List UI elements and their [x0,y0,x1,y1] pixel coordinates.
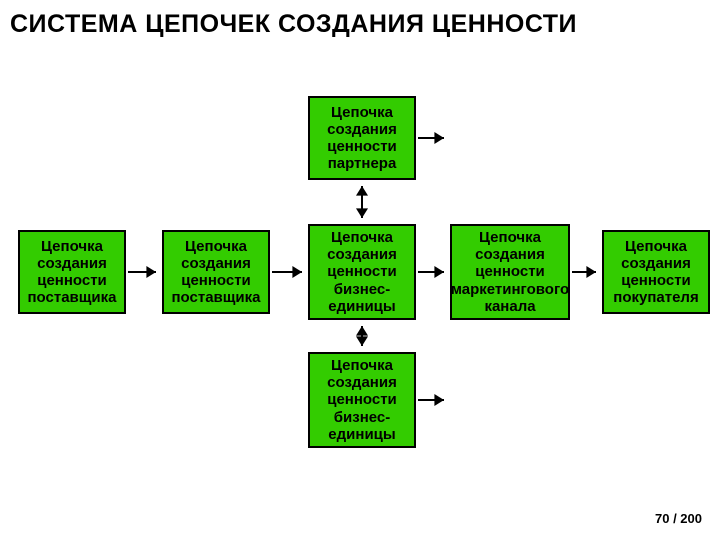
box-customer-chain: Цепочка создания ценности покупателя [602,230,710,314]
box-supplier-chain-1: Цепочка создания ценности поставщика [18,230,126,314]
box-supplier-chain-2: Цепочка создания ценности поставщика [162,230,270,314]
box-label: Цепочка создания ценности поставщика [166,238,266,307]
box-label: Цепочка создания ценности бизнес-единицы [312,229,412,315]
box-partner-chain: Цепочка создания ценности партнера [308,96,416,180]
box-label: Цепочка создания ценности маркетингового… [451,229,569,315]
box-business-unit-1: Цепочка создания ценности бизнес-единицы [308,224,416,320]
box-marketing-channel: Цепочка создания ценности маркетингового… [450,224,570,320]
page-title: СИСТЕМА ЦЕПОЧЕК СОЗДАНИЯ ЦЕННОСТИ [10,10,710,39]
box-label: Цепочка создания ценности покупателя [606,238,706,307]
box-label: Цепочка создания ценности партнера [312,104,412,173]
page-number: 70 / 200 [655,511,702,526]
box-business-unit-2: Цепочка создания ценности бизнес-единицы [308,352,416,448]
box-label: Цепочка создания ценности поставщика [22,238,122,307]
box-label: Цепочка создания ценности бизнес-единицы [312,357,412,443]
